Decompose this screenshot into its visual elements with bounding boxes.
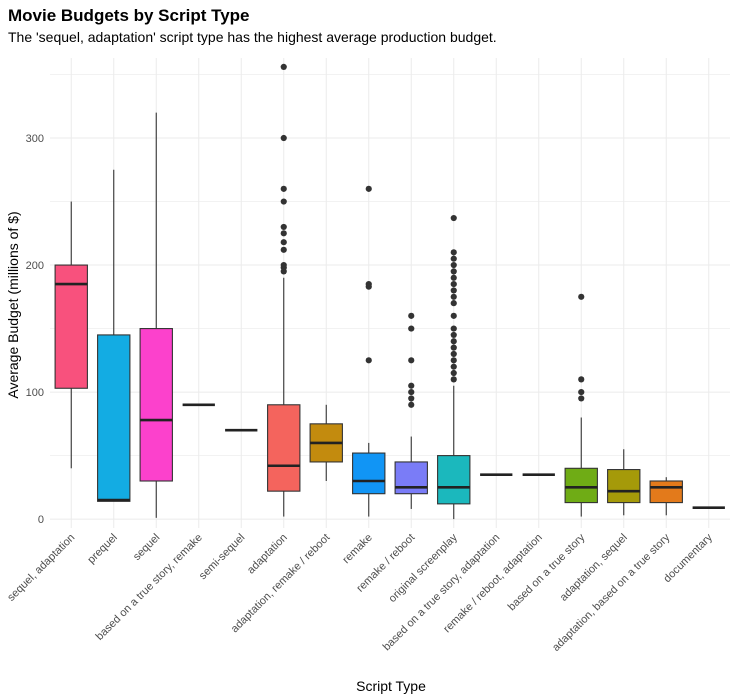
box-group [564, 293, 598, 517]
outlier-point [450, 214, 457, 222]
y-axis-label: Average Budget (millions of $) [5, 211, 21, 398]
y-tick-label: 300 [26, 133, 44, 145]
box-group [139, 112, 173, 518]
outlier-point [408, 357, 415, 364]
outlier-point [280, 246, 287, 253]
x-tick-label: adaptation [245, 532, 290, 577]
outlier-point [280, 261, 287, 269]
outlier-point [280, 223, 287, 231]
outlier-point [578, 293, 585, 300]
outlier-point [365, 357, 372, 364]
outlier-point [408, 401, 415, 408]
outlier-point [280, 239, 287, 246]
x-tick-label: remake [340, 532, 374, 566]
outlier-point [578, 376, 585, 383]
outlier-point [280, 134, 287, 142]
chart-subtitle: The 'sequel, adaptation' script type has… [8, 29, 497, 45]
x-tick-label: prequel [85, 532, 119, 566]
outlier-point [450, 344, 457, 351]
outlier-point [408, 312, 415, 319]
y-tick-label: 0 [38, 514, 44, 526]
box-body [139, 328, 173, 482]
outlier-point [408, 325, 415, 332]
box-group [54, 201, 88, 469]
box-group [607, 449, 641, 516]
x-axis-label: Script Type [356, 678, 426, 694]
box-body [564, 467, 598, 504]
outlier-point [408, 388, 415, 396]
outlier-point [408, 395, 415, 402]
box-body [97, 334, 131, 502]
box-body [267, 404, 301, 492]
outlier-point [450, 255, 457, 262]
outlier-point [450, 376, 457, 383]
y-axis-ticks: 0 100 200 300 [26, 133, 44, 526]
x-axis-ticks: sequel, adaptation prequel sequel based on … [5, 531, 715, 654]
outlier-point [578, 388, 585, 396]
box-marks [54, 63, 725, 520]
outlier-point [450, 325, 457, 332]
box-body [607, 469, 641, 504]
box-body [437, 455, 471, 505]
box-group [352, 185, 386, 517]
outlier-point [280, 185, 287, 192]
outlier-point [280, 230, 287, 237]
x-tick-label: based on a true story [506, 531, 588, 613]
outlier-point [450, 249, 457, 256]
box-group [97, 169, 131, 502]
outlier-point [408, 382, 415, 389]
outlier-point [365, 185, 372, 192]
box-group [649, 477, 683, 516]
outlier-point [578, 395, 585, 402]
box-body [394, 461, 428, 495]
outlier-point [450, 363, 457, 370]
box-group [267, 63, 301, 517]
outlier-point [450, 287, 457, 294]
box-body [352, 452, 386, 495]
outlier-point [450, 312, 457, 319]
outlier-point [450, 268, 457, 275]
y-tick-label: 200 [26, 260, 44, 272]
x-tick-label: sequel [131, 532, 162, 563]
box-group [394, 312, 428, 509]
x-tick-label: semi-sequel [197, 532, 247, 582]
outlier-point [450, 274, 457, 281]
outlier-point [450, 293, 457, 300]
chart-title: Movie Budgets by Script Type [8, 6, 250, 25]
box-body [54, 264, 88, 389]
outlier-point [450, 261, 457, 269]
y-tick-label: 100 [26, 387, 44, 399]
x-tick-label: sequel, adaptation [5, 532, 77, 604]
outlier-point [280, 198, 287, 205]
outlier-point [450, 350, 457, 358]
outlier-point [450, 300, 457, 307]
outlier-point [450, 338, 457, 345]
outlier-point [450, 281, 457, 288]
outlier-point [450, 331, 457, 339]
outlier-point [280, 63, 287, 70]
outlier-point [450, 357, 457, 364]
outlier-point [365, 281, 372, 288]
box-group [309, 404, 343, 481]
box-group [437, 214, 471, 520]
outlier-point [450, 369, 457, 377]
box-body [649, 480, 683, 504]
